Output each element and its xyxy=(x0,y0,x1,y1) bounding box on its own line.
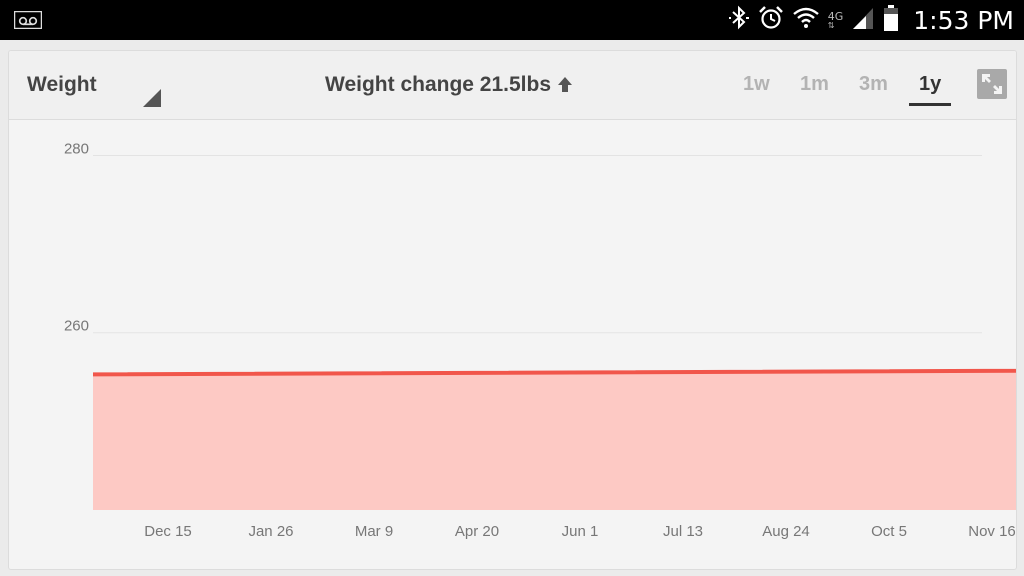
range-3m[interactable]: 3m xyxy=(859,73,888,95)
status-bar: 4G ⇅ 1:53 PM xyxy=(0,0,1024,40)
active-range-indicator xyxy=(909,103,951,106)
x-tick-label: Oct 5 xyxy=(871,523,907,540)
range-1y[interactable]: 1y xyxy=(919,73,942,95)
expand-icon[interactable] xyxy=(977,69,1007,99)
x-tick-label: Dec 15 xyxy=(144,523,192,540)
x-tick-label: Nov 16 xyxy=(968,523,1016,540)
x-tick-label: Mar 9 xyxy=(355,523,393,540)
chart-card: Weight Weight change 21.5lbs 1w 1m 3m 1y… xyxy=(8,50,1017,570)
metric-label: Weight xyxy=(27,73,97,96)
range-1m[interactable]: 1m xyxy=(800,73,829,95)
voicemail-icon xyxy=(13,10,43,34)
weight-change: Weight change 21.5lbs xyxy=(325,73,573,97)
y-tick-label: 280 xyxy=(64,140,89,157)
x-tick-label: Jun 1 xyxy=(562,523,599,540)
area-fill xyxy=(93,370,1016,510)
x-tick-label: Apr 20 xyxy=(455,523,499,540)
x-tick-label: Jan 26 xyxy=(248,523,293,540)
battery-icon xyxy=(883,4,899,37)
clock: 1:53 PM xyxy=(913,5,1014,35)
bluetooth-icon xyxy=(728,5,750,36)
weight-change-label: Weight change 21.5lbs xyxy=(325,73,552,96)
x-tick-label: Jul 13 xyxy=(663,523,703,540)
chart-header: Weight Weight change 21.5lbs 1w 1m 3m 1y xyxy=(9,51,1016,120)
weight-chart: 280 260 Dec 15 Jan 26 Mar 9 Apr 20 Jun 1 Jul 13… xyxy=(64,140,1016,540)
alarm-icon xyxy=(758,5,784,36)
4g-lte-icon: 4G ⇅ xyxy=(827,9,844,30)
arrow-up-icon xyxy=(558,77,573,92)
signal-icon xyxy=(851,5,875,36)
range-1w[interactable]: 1w xyxy=(743,73,770,95)
y-tick-label: 260 xyxy=(64,318,89,335)
x-tick-label: Aug 24 xyxy=(762,523,810,540)
metric-dropdown[interactable]: Weight xyxy=(9,51,169,119)
wifi-icon xyxy=(792,5,820,36)
dropdown-corner-icon xyxy=(143,89,161,107)
